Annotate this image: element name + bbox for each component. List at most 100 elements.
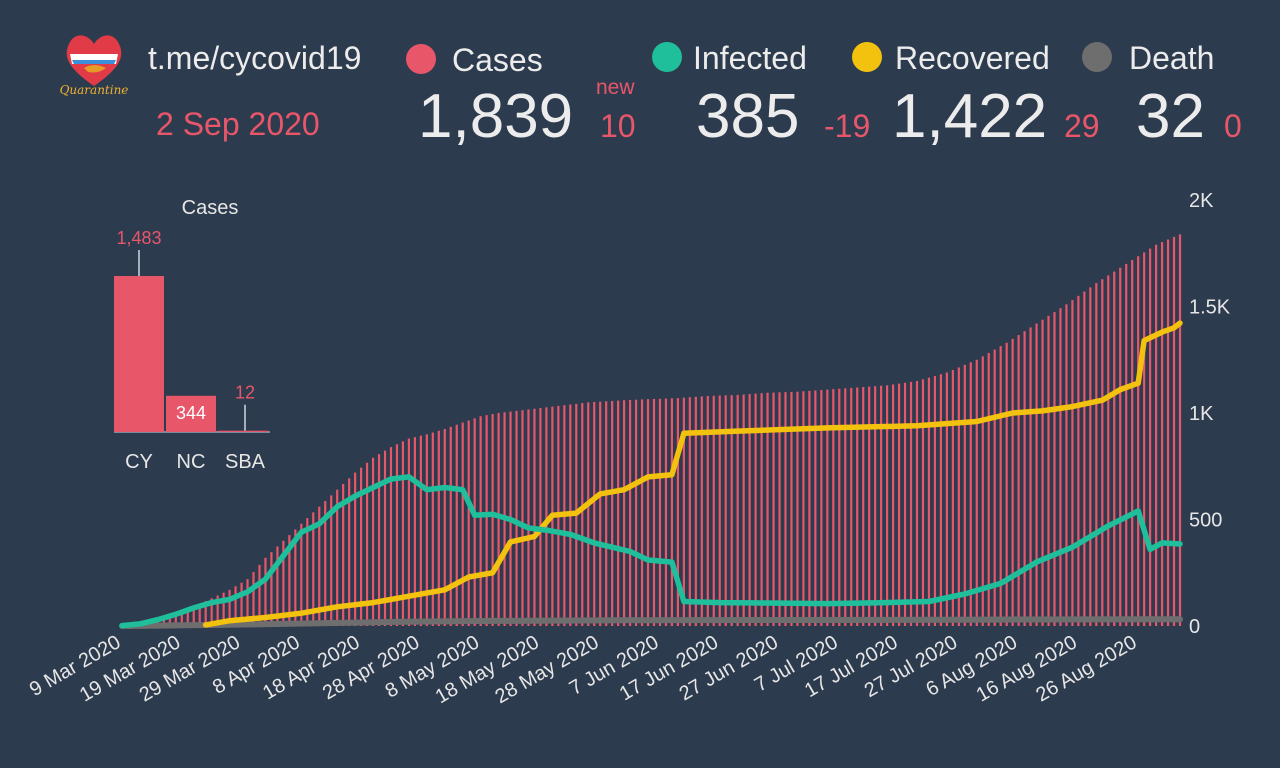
cases-bar	[1047, 315, 1050, 626]
cases-bar	[844, 388, 847, 626]
cases-bar	[455, 424, 458, 626]
cases-bar	[1160, 242, 1164, 626]
report-date: 2 Sep 2020	[156, 106, 320, 142]
cases-bar	[264, 557, 267, 626]
cases-bar	[168, 615, 171, 626]
cases-bar	[730, 395, 733, 626]
cases-bar	[1125, 263, 1128, 626]
cases-bar	[1131, 260, 1134, 626]
cases-bar	[461, 422, 464, 626]
cases-bar	[921, 379, 925, 626]
death-legend-label: Death	[1129, 40, 1215, 76]
cases-bar	[443, 428, 446, 626]
cases-bar	[240, 582, 243, 626]
cases-bar	[1083, 291, 1086, 626]
cases-bar	[790, 391, 793, 626]
cases-bar	[897, 383, 901, 626]
cases-bar	[497, 413, 500, 626]
cases-bar	[162, 617, 165, 626]
cases-bar	[802, 391, 805, 626]
cases-bar	[467, 420, 470, 626]
cases-bar	[246, 579, 249, 626]
death-line	[119, 616, 1183, 629]
cases-bar	[957, 367, 960, 626]
cases-bar	[874, 386, 877, 626]
cases-bar	[318, 506, 321, 626]
cases-bar	[1029, 327, 1032, 626]
cases-bar	[748, 394, 751, 626]
y-tick-label: 1K	[1189, 403, 1214, 425]
cases-bar	[431, 432, 434, 626]
cases-bar	[1095, 283, 1098, 626]
cases-bar	[383, 450, 387, 626]
series-lines	[119, 320, 1183, 629]
cases-bar	[724, 395, 727, 626]
recovered-line	[202, 320, 1183, 628]
site-link[interactable]: t.me/cycovid19	[148, 40, 362, 76]
cases-bar	[515, 410, 518, 626]
cases-bar	[933, 375, 937, 626]
cases-bar	[1011, 338, 1014, 626]
cases-bar	[330, 495, 333, 626]
cases-bar	[969, 362, 972, 626]
recovered-legend-label: Recovered	[895, 40, 1050, 76]
infected-total: 385	[696, 82, 800, 151]
cases-bar	[700, 396, 703, 626]
cases-bar	[736, 394, 739, 626]
cases-bar	[605, 401, 608, 626]
cases-bar	[354, 472, 357, 626]
cases-bar	[371, 457, 375, 626]
cases-legend-label: Cases	[452, 42, 543, 78]
cases-bar	[706, 395, 709, 626]
death-total: 32	[1136, 82, 1205, 151]
region-category-label: CY	[125, 451, 153, 473]
cases-bar	[527, 409, 530, 626]
cases-bar	[258, 564, 261, 626]
cases-bar	[634, 399, 638, 626]
cases-bar	[324, 501, 327, 626]
cases-bar	[814, 390, 817, 626]
cases-bar	[395, 444, 399, 626]
cases-bar	[981, 356, 984, 626]
cases-bar	[886, 385, 889, 626]
cases-bar	[204, 601, 207, 626]
cases-bar	[670, 398, 674, 626]
cases-bar	[838, 388, 841, 626]
cases-bar	[593, 402, 596, 626]
cases-bar	[832, 389, 835, 626]
cases-bar	[419, 435, 422, 626]
cases-bar	[336, 489, 339, 626]
y-tick-label: 2K	[1189, 190, 1214, 212]
cases-bar	[545, 407, 548, 626]
cases-bar	[1059, 308, 1062, 626]
cases-bar	[312, 512, 315, 626]
cases-bar	[999, 346, 1002, 626]
cases-bar	[377, 454, 381, 626]
cases-bar	[216, 595, 219, 626]
cases-bar	[1041, 319, 1044, 626]
cases-bar	[862, 387, 865, 626]
infected-legend-label: Infected	[693, 40, 807, 76]
cases-bar	[599, 401, 602, 626]
cases-bar	[587, 402, 590, 626]
cases-bar	[342, 484, 345, 626]
cases-bar	[760, 393, 763, 626]
cases-bar	[868, 386, 871, 626]
region-category-label: SBA	[225, 451, 266, 473]
cases-bar	[646, 399, 650, 626]
cases-bar	[306, 518, 309, 626]
cases-bar	[784, 392, 787, 626]
cases-bar	[688, 397, 691, 626]
cases-bar	[754, 393, 757, 626]
cases-bar	[192, 606, 195, 626]
cases-bar	[365, 462, 369, 626]
cases-bar	[1023, 331, 1026, 626]
cases-bar	[694, 396, 697, 626]
cases-bar	[611, 400, 614, 626]
cases-bar	[939, 374, 942, 626]
cases-bar	[987, 352, 990, 626]
cases-bar	[473, 418, 476, 626]
infected-legend-dot	[652, 42, 682, 72]
cases-bar	[903, 382, 907, 626]
